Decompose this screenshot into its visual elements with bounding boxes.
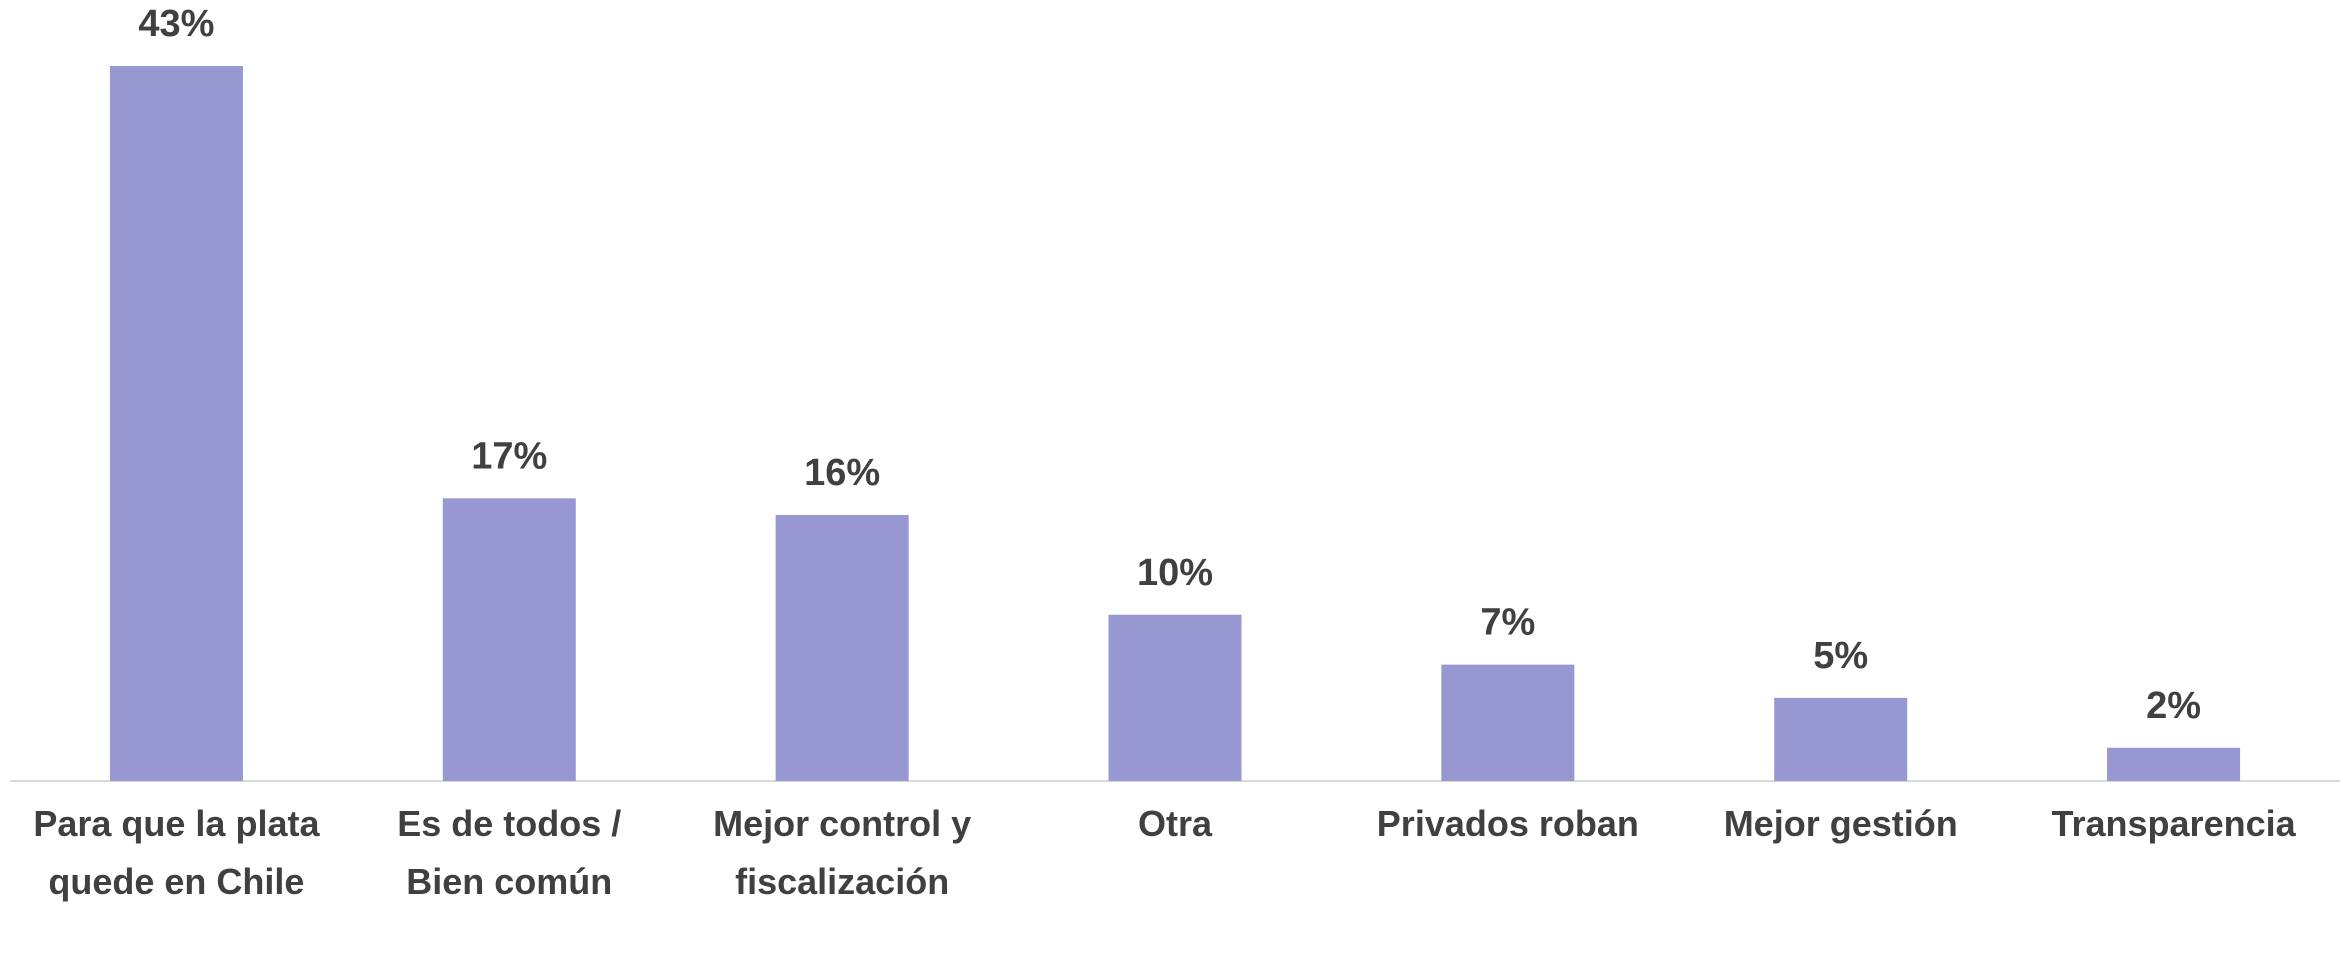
data-label: 10%: [1137, 552, 1213, 594]
x-tick-label: Para que la plata quede en Chile: [33, 803, 320, 902]
bar: [1108, 614, 1242, 781]
bar: [109, 66, 243, 781]
x-tick-label: Transparencia: [2051, 803, 2296, 844]
x-tick-label: Privados roban: [1376, 803, 1639, 844]
data-label: 43%: [138, 3, 214, 45]
bar: [1441, 664, 1575, 781]
data-label: 5%: [1813, 635, 1868, 677]
bar: [775, 514, 909, 781]
x-tick-label: Otra: [1137, 803, 1213, 844]
x-tick-label: Mejor control y fiscalización: [713, 803, 972, 902]
data-label: 16%: [804, 452, 880, 494]
bar: [2107, 747, 2241, 781]
data-label: 7%: [1480, 602, 1535, 644]
bar: [1774, 697, 1908, 781]
data-label: 17%: [471, 435, 547, 477]
bar: [442, 498, 576, 781]
x-tick-label: Mejor gestión: [1723, 803, 1958, 844]
data-label: 2%: [2146, 685, 2201, 727]
x-tick-label: Es de todos / Bien común: [397, 803, 622, 902]
